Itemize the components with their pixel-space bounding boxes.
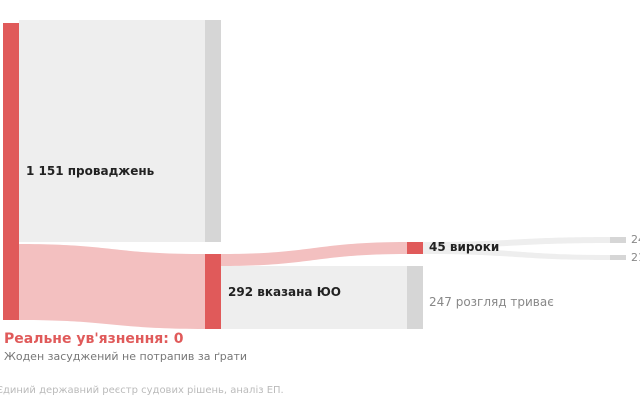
node-verdict-b	[610, 255, 626, 260]
label-verdict-a: 24	[631, 233, 640, 246]
node-proceedings	[3, 23, 19, 320]
flow-indicated-to-verdicts	[221, 242, 407, 266]
flow-proceedings-to-indicated	[19, 244, 205, 329]
node-verdicts	[407, 242, 423, 254]
headline: Реальне ув'язнення: 0	[4, 331, 184, 347]
label-indicated-oo: 292 вказана ЮО	[228, 285, 341, 299]
label-verdict-b: 21	[631, 251, 640, 264]
node-verdict-a	[610, 237, 626, 243]
label-ongoing: 247 розгляд триває	[429, 295, 554, 309]
flow-proceedings-to-other	[19, 20, 205, 242]
node-other	[205, 20, 221, 242]
node-indicated-oo	[205, 254, 221, 329]
subline: Жоден засуджений не потрапив за ґрати	[4, 350, 248, 363]
label-proceedings: 1 151 проваджень	[26, 164, 155, 178]
node-ongoing	[407, 266, 423, 329]
flow-verdicts-to-b	[423, 248, 610, 260]
label-verdicts: 45 вироки	[429, 240, 500, 254]
flow-indicated-to-ongoing	[221, 266, 407, 329]
source-note: Єдиний державний реєстр судових рішень, …	[0, 385, 284, 396]
flow-verdicts-to-a	[423, 237, 610, 248]
